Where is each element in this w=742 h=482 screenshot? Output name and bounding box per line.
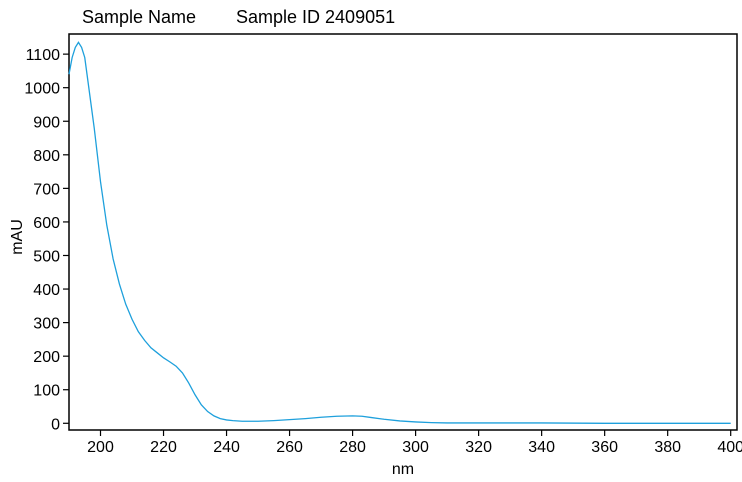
y-tick-label: 1000: [24, 81, 60, 98]
y-tick-label: 100: [33, 383, 60, 400]
y-tick-label: 1100: [26, 47, 61, 64]
x-tick-label: 280: [339, 439, 366, 456]
y-tick-label: 600: [33, 215, 60, 232]
y-tick-label: 900: [33, 114, 60, 131]
absorbance-series-line: [68, 41, 731, 424]
y-axis: 0 100 200 300 400 500 600 700 800 900 1000 1100: [24, 47, 69, 433]
x-tick-label: 400: [717, 439, 742, 456]
x-tick-label: 380: [654, 439, 681, 456]
x-axis: 200 220 240 260 280 300 320 340 360 380 400: [87, 430, 742, 456]
y-tick-label: 200: [33, 349, 60, 366]
x-axis-label: nm: [392, 461, 414, 478]
x-tick-label: 320: [465, 439, 492, 456]
y-tick-label: 800: [33, 148, 60, 165]
x-tick-label: 200: [87, 439, 114, 456]
y-tick-label: 0: [51, 416, 60, 433]
y-tick-label: 700: [33, 181, 60, 198]
y-tick-label: 300: [33, 316, 60, 333]
y-tick-label: 400: [33, 282, 60, 299]
y-tick-label: 500: [33, 248, 60, 265]
x-tick-label: 300: [402, 439, 429, 456]
x-tick-label: 220: [150, 439, 177, 456]
x-tick-label: 360: [591, 439, 618, 456]
sample-id-label: Sample ID 2409051: [236, 7, 395, 27]
sample-name-label: Sample Name: [82, 7, 196, 27]
plot-frame: [68, 33, 738, 431]
y-axis-label: mAU: [9, 219, 26, 255]
x-tick-label: 260: [276, 439, 303, 456]
x-tick-label: 340: [528, 439, 555, 456]
x-tick-label: 240: [213, 439, 240, 456]
